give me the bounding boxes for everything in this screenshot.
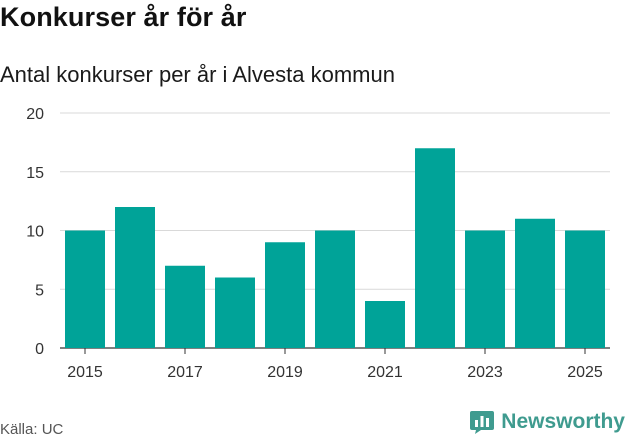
bar-chart: 0 5 10 15 20 2015 2017 2019 2021 2023 2025: [26, 106, 610, 381]
bar-2020: [315, 230, 355, 348]
x-tick-label: 2019: [267, 364, 303, 381]
bar-2022: [415, 148, 455, 348]
y-tick-label: 20: [26, 106, 44, 123]
bar-2017: [165, 265, 205, 348]
bar-2015: [65, 230, 105, 348]
y-tick-label: 0: [35, 341, 44, 358]
y-tick-label: 15: [26, 165, 44, 182]
source-note: Källa: UC: [0, 421, 64, 438]
x-tick-label: 2017: [167, 364, 203, 381]
newsworthy-logo: Newsworthy: [469, 409, 625, 435]
bar-2016: [115, 207, 155, 348]
bar-2021: [365, 301, 405, 348]
newsworthy-logo-text: Newsworthy: [501, 410, 625, 433]
chart-title: Konkurser år för år: [0, 2, 247, 32]
bar-2019: [265, 242, 305, 348]
newsworthy-logo-icon: [470, 411, 495, 434]
x-tick-label: 2025: [567, 364, 603, 381]
y-tick-label: 5: [35, 282, 44, 299]
bar-2023: [465, 230, 505, 348]
x-tick-label: 2021: [367, 364, 403, 381]
bar-2018: [215, 277, 255, 348]
bar-2024: [515, 218, 555, 348]
chart-subtitle: Antal konkurser per år i Alvesta kommun: [0, 62, 395, 87]
bar-2025: [565, 230, 605, 348]
x-tick-label: 2023: [467, 364, 503, 381]
x-tick-label: 2015: [67, 364, 103, 381]
y-tick-label: 10: [26, 224, 44, 241]
